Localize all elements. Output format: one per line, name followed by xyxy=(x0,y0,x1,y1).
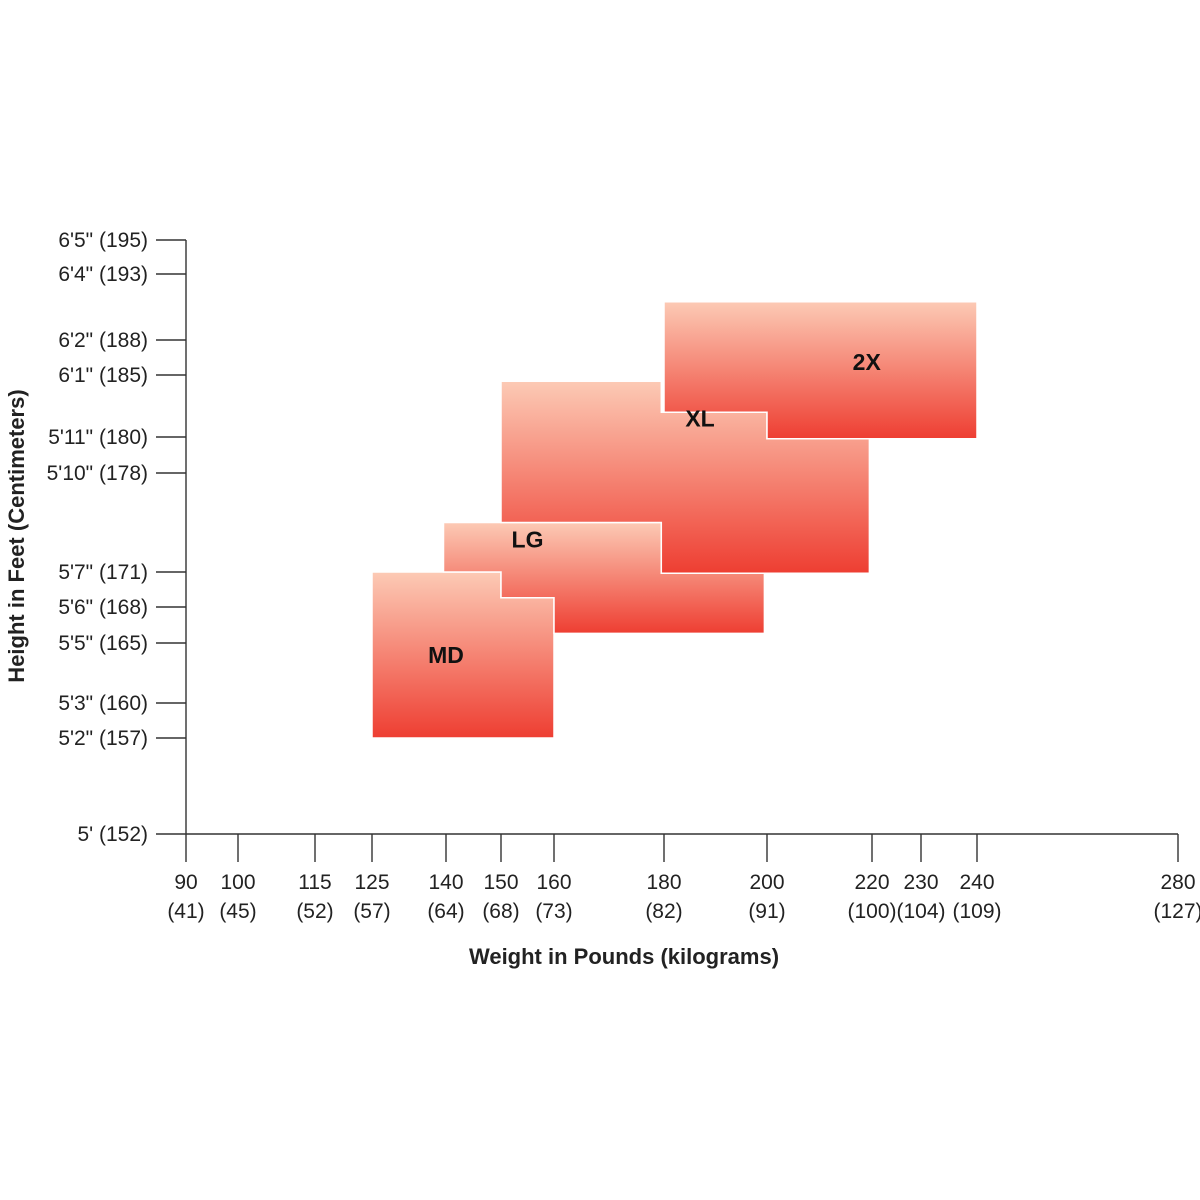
x-axis-ticks: 90 (41) 100 (45) 115 (52) 125 (57) 140 (64) 150 (68… xyxy=(167,834,1200,923)
x-tick-sublabel: (68) xyxy=(482,900,519,923)
y-tick-label: 5'2" (157) xyxy=(58,727,148,750)
x-tick-sublabel: (104) xyxy=(896,900,945,923)
x-tick-sublabel: (73) xyxy=(535,900,572,923)
y-axis-ticks: 6'5" (195) 6'4" (193) 6'2" (188) 6'1" (185)… xyxy=(47,229,186,846)
x-tick-label: 140 xyxy=(428,871,463,894)
x-tick-sublabel: (64) xyxy=(427,900,464,923)
x-tick-sublabel: (109) xyxy=(952,900,1001,923)
x-tick-label: 240 xyxy=(959,871,994,894)
x-tick-sublabel: (57) xyxy=(353,900,390,923)
y-tick-label: 5'6" (168) xyxy=(58,596,148,619)
size-label-lg: LG xyxy=(512,526,544,552)
x-tick-label: 125 xyxy=(354,871,389,894)
y-tick-label: 5'11" (180) xyxy=(48,426,148,449)
y-tick-label: 6'2" (188) xyxy=(58,329,148,352)
size-label-xl: XL xyxy=(685,405,714,431)
x-tick-sublabel: (91) xyxy=(748,900,785,923)
size-label-md: MD xyxy=(428,642,464,668)
x-tick-label: 220 xyxy=(854,871,889,894)
x-tick-label: 230 xyxy=(903,871,938,894)
size-label-2x: 2X xyxy=(853,349,882,375)
x-tick-label: 200 xyxy=(749,871,784,894)
y-tick-label: 5'3" (160) xyxy=(58,692,148,715)
x-tick-sublabel: (41) xyxy=(167,900,204,923)
x-tick-label: 160 xyxy=(536,871,571,894)
x-axis-title: Weight in Pounds (kilograms) xyxy=(469,944,779,969)
size-labels: MD LG XL 2X xyxy=(428,349,881,668)
y-tick-label: 5'10" (178) xyxy=(47,462,148,485)
y-tick-label: 6'4" (193) xyxy=(58,263,148,286)
size-region-2x xyxy=(663,300,978,440)
y-axis-title: Height in Feet (Centimeters) xyxy=(4,389,29,682)
y-tick-label: 5'7" (171) xyxy=(58,561,148,584)
x-tick-label: 100 xyxy=(220,871,255,894)
x-tick-sublabel: (82) xyxy=(645,900,682,923)
x-tick-sublabel: (45) xyxy=(219,900,256,923)
x-tick-sublabel: (127) xyxy=(1153,900,1200,923)
x-tick-label: 115 xyxy=(298,871,331,894)
y-tick-label: 6'1" (185) xyxy=(58,364,148,387)
size-regions xyxy=(371,300,978,739)
x-tick-sublabel: (100) xyxy=(847,900,896,923)
x-tick-label: 150 xyxy=(483,871,518,894)
x-tick-sublabel: (52) xyxy=(296,900,333,923)
y-tick-label: 5' (152) xyxy=(77,823,148,846)
y-tick-label: 6'5" (195) xyxy=(58,229,148,252)
y-tick-label: 5'5" (165) xyxy=(58,632,148,655)
x-tick-label: 280 xyxy=(1160,871,1195,894)
x-tick-label: 180 xyxy=(646,871,681,894)
x-tick-label: 90 xyxy=(174,871,197,894)
axes xyxy=(185,240,1178,835)
